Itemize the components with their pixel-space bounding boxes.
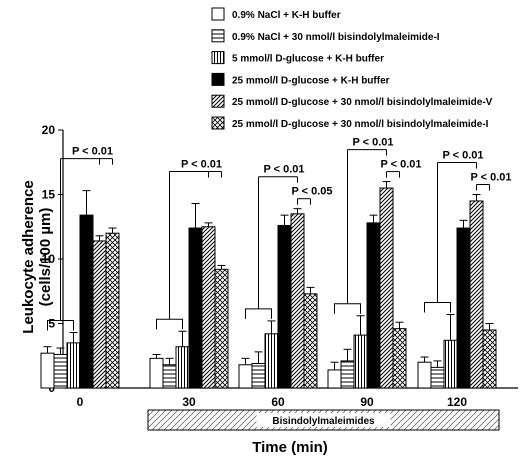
y-axis-title-line1: Leukocyte adherence <box>20 180 37 333</box>
bar <box>417 361 432 389</box>
significance-label: P < 0.01 <box>442 150 483 162</box>
x-tick-label: 60 <box>271 395 285 409</box>
y-tick-label: 5 <box>48 317 55 331</box>
legend-label: 25 mmol/l D-glucose + 30 nmol/l bisindol… <box>232 119 489 130</box>
legend-swatch <box>211 29 225 43</box>
bar <box>456 227 471 389</box>
plot-area: 051015200306090120P < 0.01P < 0.01P < 0.… <box>40 123 518 431</box>
significance-label: P < 0.05 <box>291 186 332 198</box>
bar <box>238 364 253 389</box>
significance-label: P < 0.01 <box>470 172 511 184</box>
x-tick-label: 30 <box>182 395 196 409</box>
bar <box>251 362 266 389</box>
bar <box>277 224 292 389</box>
control-bracket <box>334 303 361 314</box>
bar <box>482 329 497 389</box>
x-axis-title: Time (min) <box>252 439 328 456</box>
y-tick-label: 20 <box>42 123 56 137</box>
bar <box>214 268 229 389</box>
x-tick-label: 0 <box>77 395 84 409</box>
y-axis-title-line2: (cells/100 µm) <box>37 208 54 307</box>
significance-label: P < 0.01 <box>263 164 304 176</box>
legend: 0.9% NaCl + K-H buffer 0.9% NaCl + 30 nmo… <box>211 7 493 130</box>
significance-label: P < 0.01 <box>380 159 421 171</box>
bar <box>149 357 164 389</box>
bar <box>379 187 394 389</box>
y-tick-label: 15 <box>42 188 56 202</box>
bar <box>366 222 381 389</box>
bar <box>201 226 216 389</box>
bar <box>175 346 190 389</box>
bar <box>340 360 355 389</box>
legend-swatch <box>211 116 225 130</box>
legend-label: 0.9% NaCl + 30 nmol/l bisindolylmaleimid… <box>232 32 440 43</box>
bar <box>92 240 107 389</box>
control-bracket <box>156 318 183 330</box>
significance-label: P < 0.01 <box>352 137 393 149</box>
x-tick-label: 90 <box>360 395 374 409</box>
bar <box>188 227 203 389</box>
legend-swatch <box>211 72 225 86</box>
bar <box>105 232 120 389</box>
bar <box>430 366 445 389</box>
legend-swatch <box>211 7 225 21</box>
significance-label: P < 0.01 <box>72 146 113 158</box>
significance-label: P < 0.01 <box>181 159 222 171</box>
legend-swatch <box>211 94 225 108</box>
bar <box>79 214 94 389</box>
band-label-background <box>256 413 391 427</box>
bar <box>264 333 279 389</box>
bar <box>40 352 55 389</box>
bar <box>443 339 458 389</box>
band-label: Bisindolylmaleimides <box>272 416 375 427</box>
bar <box>53 353 68 389</box>
legend-label: 25 mmol/l D-glucose + 30 nmol/l bisindol… <box>232 97 493 108</box>
x-tick-label: 120 <box>447 395 467 409</box>
bar <box>353 334 368 389</box>
legend-swatch <box>211 51 225 65</box>
bar <box>66 342 81 389</box>
control-bracket <box>424 301 451 313</box>
bar <box>290 213 305 389</box>
bar <box>327 369 342 389</box>
bar <box>303 293 318 389</box>
bar <box>392 328 407 389</box>
legend-label: 0.9% NaCl + K-H buffer <box>232 10 341 21</box>
control-bracket <box>245 308 272 319</box>
y-tick-label: 10 <box>42 252 56 266</box>
bar <box>469 200 484 389</box>
legend-label: 25 mmol/l D-glucose + K-H buffer <box>232 75 390 86</box>
bar <box>162 364 177 389</box>
legend-label: 5 mmol/l D-glucose + K-H buffer <box>232 54 384 65</box>
